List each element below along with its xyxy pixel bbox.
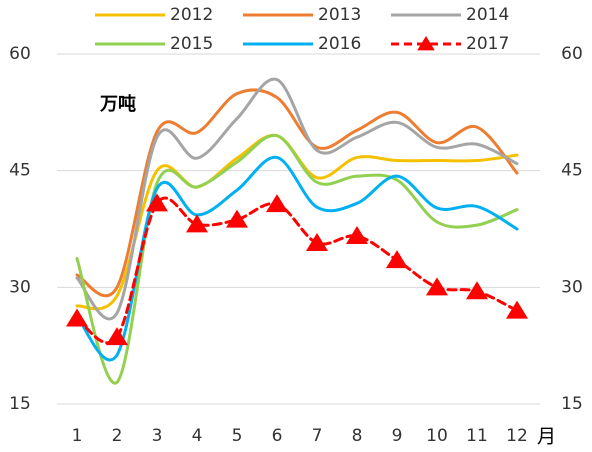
y-tick-label: 60 — [9, 44, 31, 64]
legend-label: 2016 — [318, 34, 361, 54]
series-line — [75, 196, 519, 345]
x-tick-label: 3 — [152, 426, 163, 446]
series-line — [75, 133, 519, 385]
legend-label: 2014 — [466, 5, 509, 25]
marker — [66, 308, 88, 327]
marker — [346, 226, 368, 244]
y-tick-label: 45 — [9, 161, 31, 181]
legend-label: 2012 — [170, 5, 213, 25]
legend-label: 2013 — [318, 5, 361, 25]
x-tick-label: 1 — [72, 426, 83, 446]
marker — [266, 194, 288, 213]
y-axis-label: 万吨 — [99, 93, 136, 115]
y2-tick-label: 15 — [561, 394, 583, 414]
legend-label: 2015 — [170, 34, 213, 54]
marker — [306, 233, 328, 251]
legend-marker — [417, 36, 435, 51]
y-tick-label: 30 — [9, 277, 31, 297]
marker — [426, 277, 448, 296]
x-tick-label: 2 — [112, 426, 123, 446]
legend-label: 2017 — [466, 34, 509, 54]
y-tick-label: 15 — [9, 394, 31, 414]
x-tick-label: 10 — [426, 426, 448, 446]
x-tick-label: 12 — [506, 426, 528, 446]
y2-tick-label: 45 — [561, 161, 583, 181]
marker — [146, 193, 168, 212]
x-tick-label: 4 — [192, 426, 203, 446]
x-tick-label: 11 — [466, 426, 488, 446]
x-axis-label: 月 — [537, 426, 556, 448]
marker — [106, 327, 128, 346]
marker — [186, 214, 208, 233]
marker — [466, 281, 488, 300]
y2-tick-label: 30 — [561, 277, 583, 297]
marker — [506, 300, 528, 319]
y2-tick-label: 60 — [561, 44, 583, 64]
x-tick-label: 6 — [272, 426, 283, 446]
marker — [226, 209, 248, 228]
x-tick-label: 5 — [232, 426, 243, 446]
series-line — [75, 88, 519, 298]
x-tick-label: 7 — [312, 426, 323, 446]
x-tick-label: 9 — [392, 426, 403, 446]
marker — [386, 250, 408, 269]
series-line — [75, 77, 519, 321]
x-tick-label: 8 — [352, 426, 363, 446]
